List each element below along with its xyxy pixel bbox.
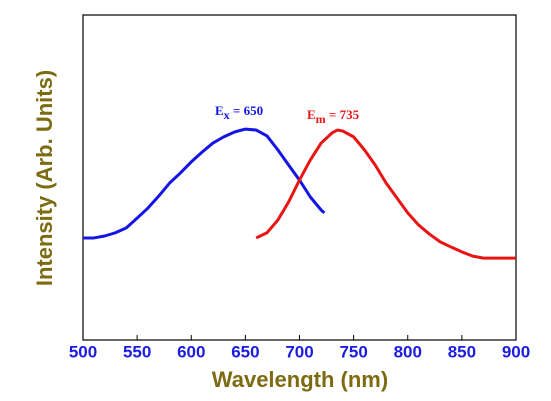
x-tick-label: 600	[177, 342, 205, 361]
y-axis-title: Intensity (Arb. Units)	[32, 70, 57, 286]
annotation: Ex = 650	[215, 103, 263, 122]
annotation-rest: = 650	[230, 103, 263, 118]
x-tick-label: 900	[502, 342, 530, 361]
x-tick-label: 700	[285, 342, 313, 361]
x-tick-label: 800	[394, 342, 422, 361]
x-tick-label: 500	[69, 342, 97, 361]
x-tick-label: 750	[339, 342, 367, 361]
x-axis-title: Wavelength (nm)	[212, 367, 388, 392]
annotation-main: E	[307, 107, 316, 122]
line-series	[83, 127, 326, 240]
x-tick-label: 550	[123, 342, 151, 361]
annotation-sub: x	[224, 108, 230, 122]
annotation-sub: m	[316, 112, 326, 126]
x-tick-label: 650	[231, 342, 259, 361]
annotation: Em = 735	[307, 107, 360, 126]
annotation-main: E	[215, 103, 224, 118]
line-series	[255, 128, 516, 260]
x-tick-label: 850	[448, 342, 476, 361]
annotation-rest: = 735	[326, 107, 360, 122]
